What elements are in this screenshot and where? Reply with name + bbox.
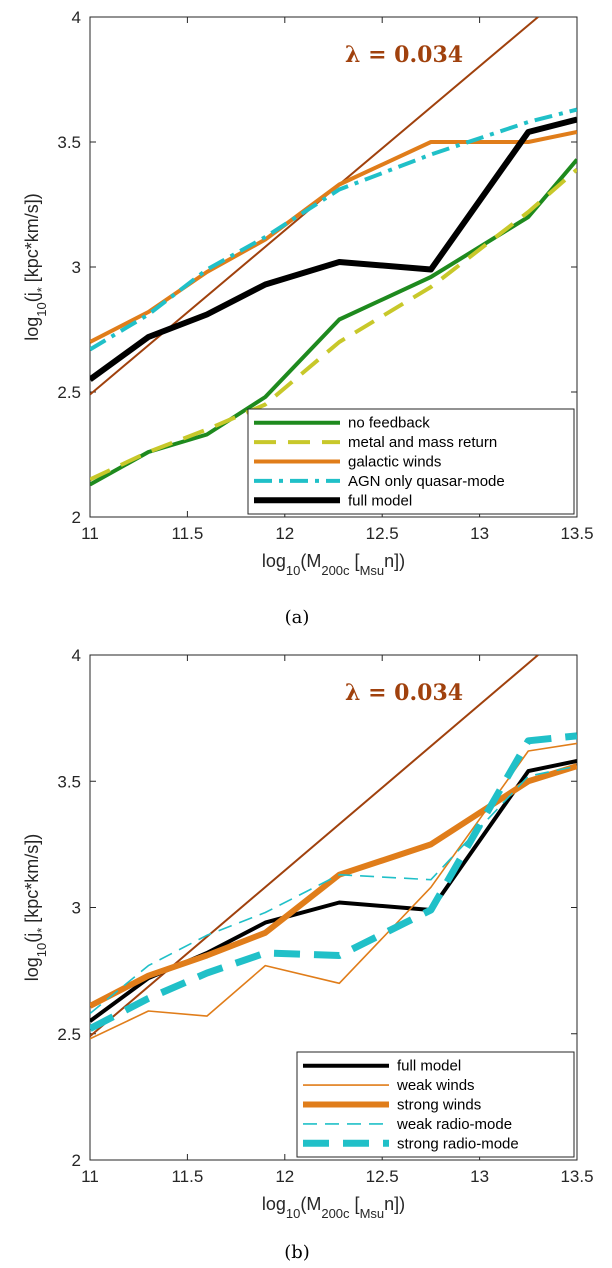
legend: full model weak winds strong winds weak rad…	[296, 1051, 575, 1158]
y-tick-label: 2.5	[57, 1025, 81, 1044]
x-tick-label: 11	[81, 1167, 99, 1186]
legend-entry: no feedback	[348, 415, 430, 432]
panel-0: 11 11.5 12 12.5 13 13.5 2 2.5 3 3.5 4 log10(M200c […	[22, 8, 594, 628]
y-axis-label: log10(j* [kpc*km/s])	[22, 193, 49, 341]
legend-entry: strong winds	[397, 1097, 481, 1114]
x-tick-label: 11	[81, 524, 99, 543]
series-line-strong-winds	[90, 763, 577, 1009]
x-tick-label: 11.5	[171, 1167, 203, 1186]
series-line-full-model	[90, 116, 577, 382]
panel-label: (a)	[285, 607, 310, 628]
y-tick-label: 3.5	[57, 772, 81, 791]
legend-entry: strong radio-mode	[397, 1135, 519, 1152]
series-line-agn-only-quasar-mode	[90, 107, 577, 352]
panel-1: 11 11.5 12 12.5 13 13.5 2 2.5 3 3.5 4 log10(M200c […	[22, 646, 594, 1263]
y-tick-label: 2	[72, 508, 81, 527]
legend-entry: AGN only quasar-mode	[348, 473, 505, 490]
y-tick-label: 3.5	[57, 133, 81, 152]
legend-entry: full model	[397, 1058, 461, 1075]
y-tick-label: 2.5	[57, 383, 81, 402]
x-tick-label: 13.5	[560, 1167, 593, 1186]
legend-entry: metal and mass return	[348, 434, 497, 451]
panel-label: (b)	[284, 1242, 310, 1263]
x-tick-label: 11.5	[171, 524, 203, 543]
x-tick-label: 13	[470, 524, 489, 543]
y-tick-label: 4	[72, 8, 81, 27]
x-tick-label: 12.5	[366, 524, 399, 543]
legend-entry: weak radio-mode	[396, 1116, 512, 1133]
legend: no feedback metal and mass return galactic…	[247, 408, 575, 515]
legend-entry: galactic winds	[348, 454, 441, 471]
lambda-annotation: λ = 0.034	[345, 680, 463, 706]
y-tick-label: 4	[72, 646, 81, 665]
series-line-weak-radio-mode	[90, 765, 577, 1015]
y-tick-label: 3	[72, 258, 81, 277]
x-tick-label: 12	[275, 1167, 294, 1186]
x-tick-label: 13	[470, 1167, 489, 1186]
legend-entry: full model	[348, 492, 412, 509]
series-line-metal-and-mass-return	[90, 167, 577, 482]
lambda-annotation: λ = 0.034	[345, 42, 463, 68]
x-tick-label: 12.5	[366, 1167, 399, 1186]
x-tick-label: 12	[275, 524, 294, 543]
x-tick-label: 13.5	[560, 524, 593, 543]
x-axis-label: log10(M200c [Msun])	[262, 1194, 405, 1221]
y-axis-label: log10(j* [kpc*km/s])	[22, 834, 49, 982]
series-line-strong-radio-mode	[90, 732, 577, 1032]
y-tick-label: 3	[72, 899, 81, 918]
y-tick-label: 2	[72, 1151, 81, 1170]
x-axis-label: log10(M200c [Msun])	[262, 551, 405, 578]
legend-entry: weak winds	[396, 1077, 475, 1094]
